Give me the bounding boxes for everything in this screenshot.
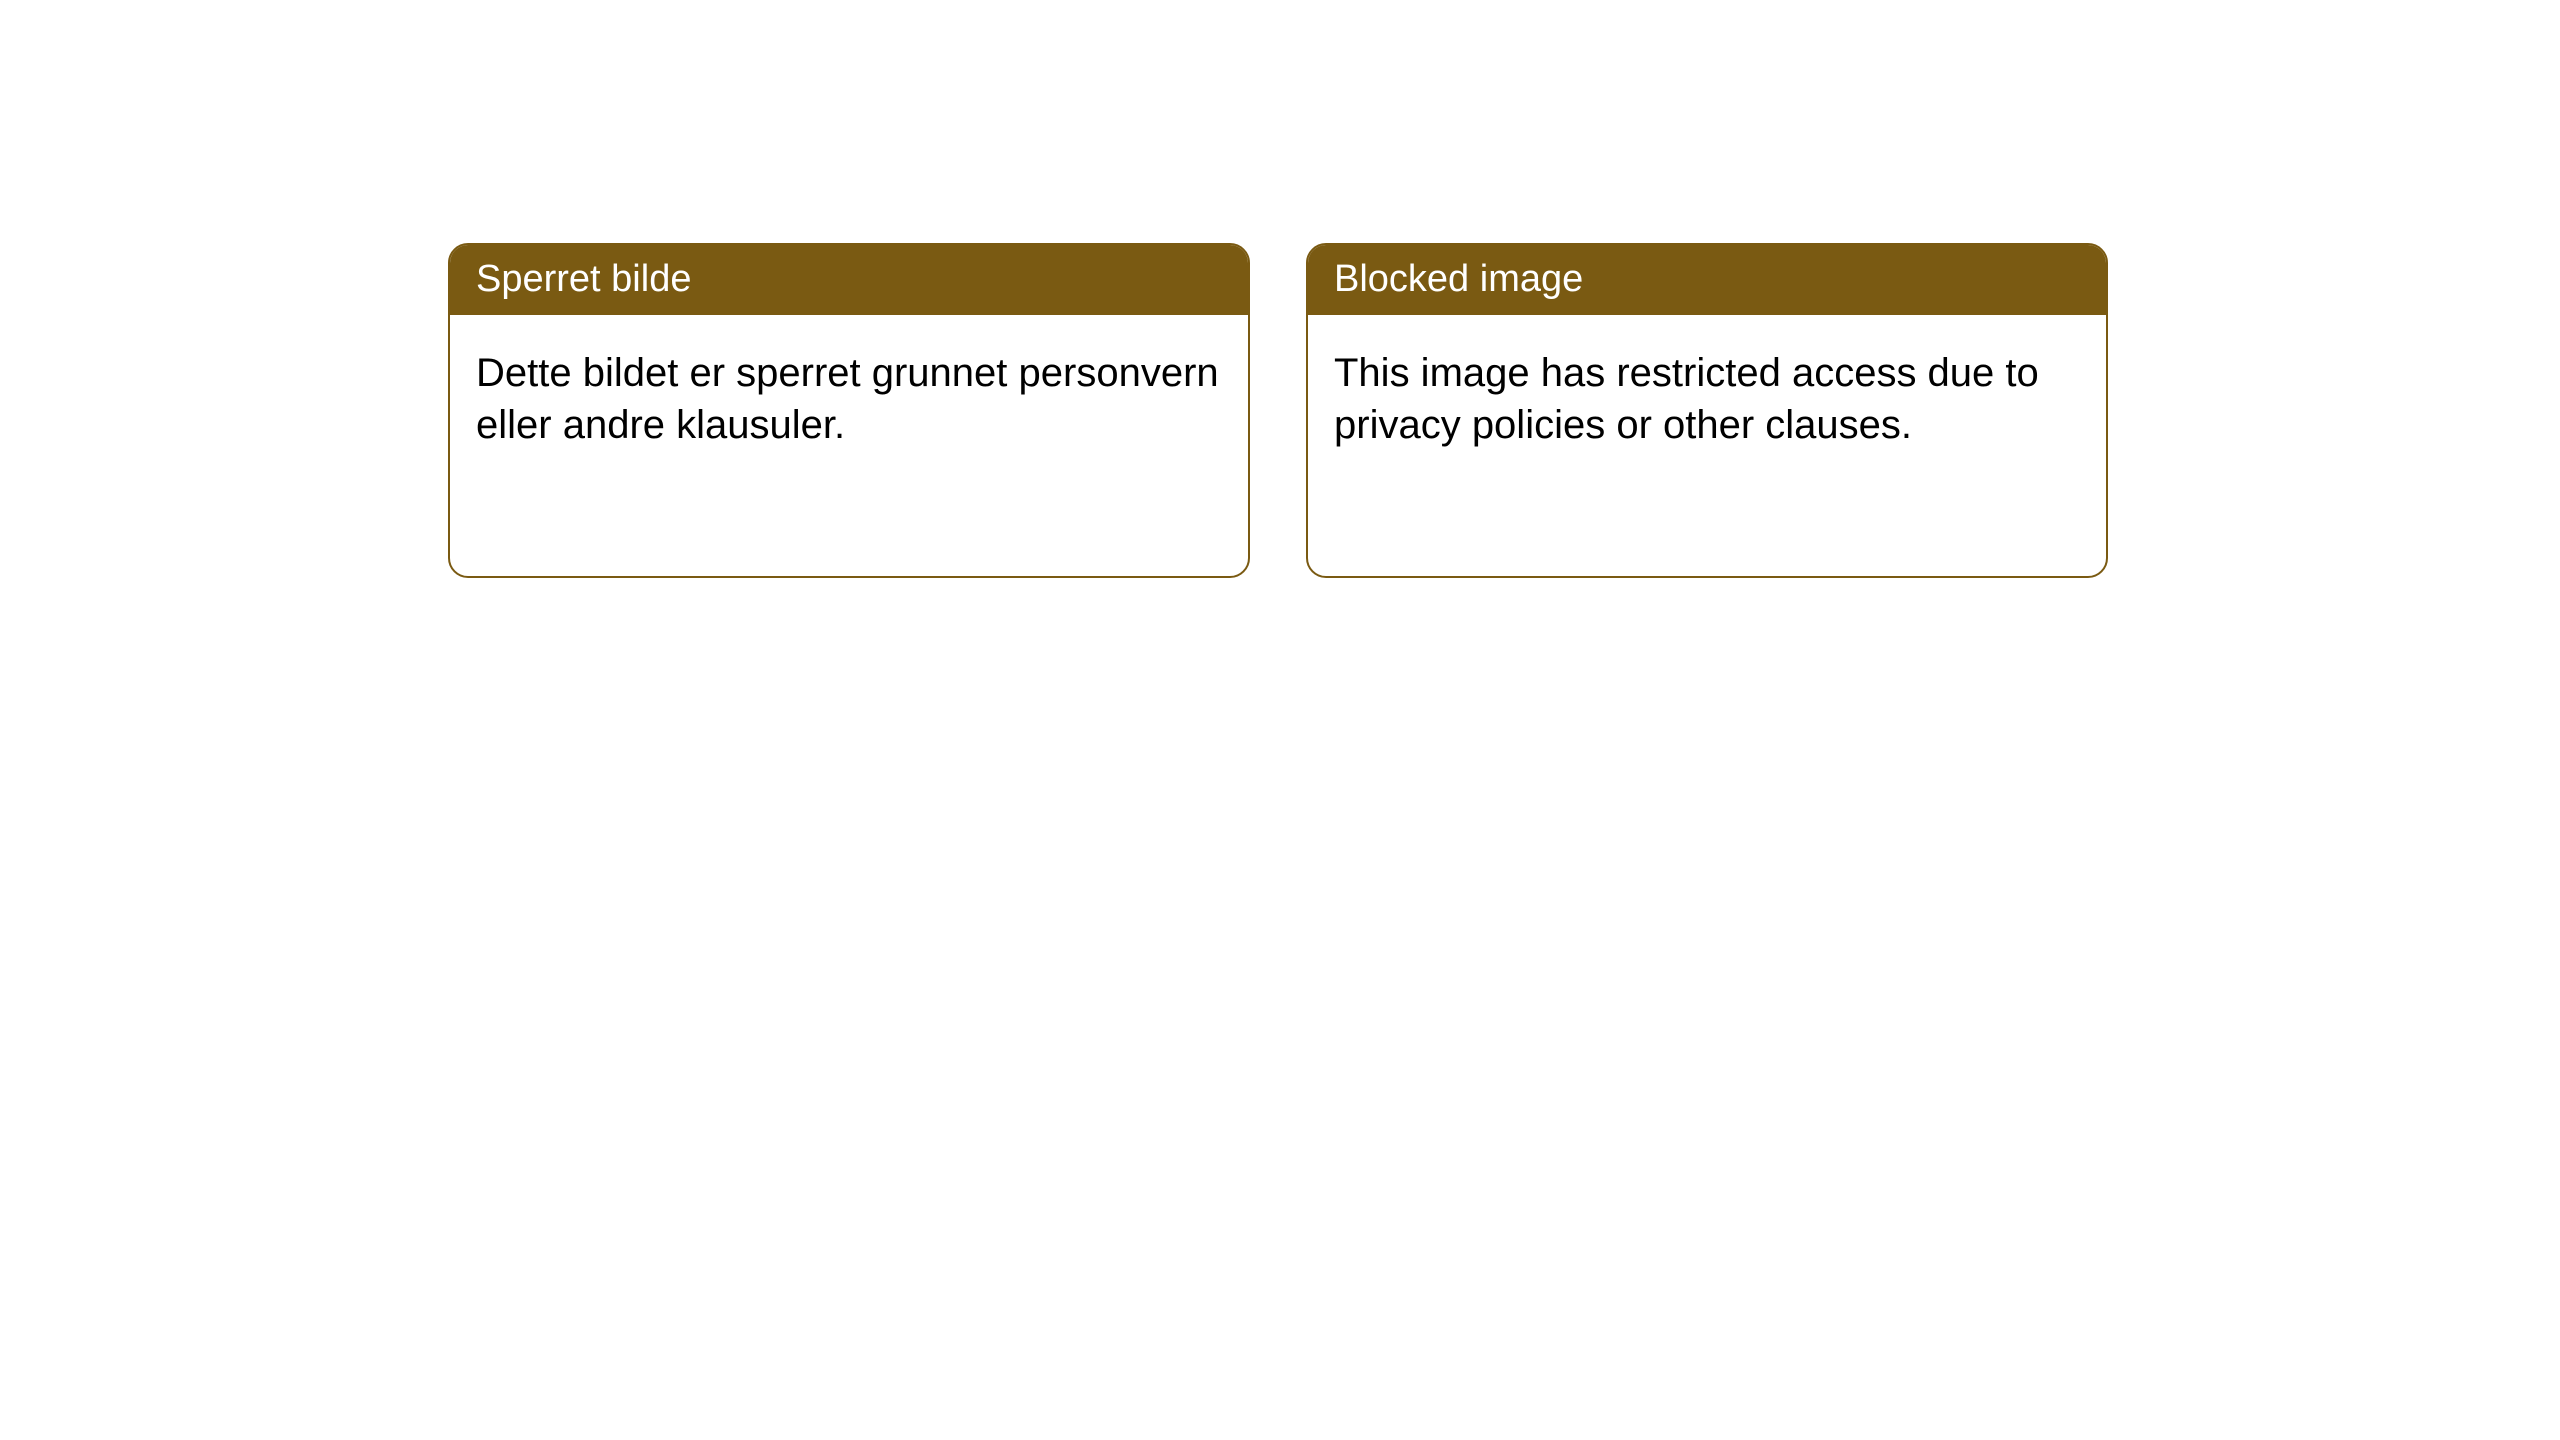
info-cards-container: Sperret bilde Dette bildet er sperret gr… (448, 243, 2108, 578)
card-body-text: Dette bildet er sperret grunnet personve… (476, 351, 1219, 447)
card-header: Blocked image (1308, 245, 2106, 315)
card-title: Sperret bilde (476, 258, 691, 300)
card-body: Dette bildet er sperret grunnet personve… (450, 315, 1248, 483)
card-header: Sperret bilde (450, 245, 1248, 315)
blocked-image-card-norwegian: Sperret bilde Dette bildet er sperret gr… (448, 243, 1250, 578)
card-title: Blocked image (1334, 258, 1583, 300)
card-body-text: This image has restricted access due to … (1334, 351, 2039, 447)
card-body: This image has restricted access due to … (1308, 315, 2106, 483)
blocked-image-card-english: Blocked image This image has restricted … (1306, 243, 2108, 578)
